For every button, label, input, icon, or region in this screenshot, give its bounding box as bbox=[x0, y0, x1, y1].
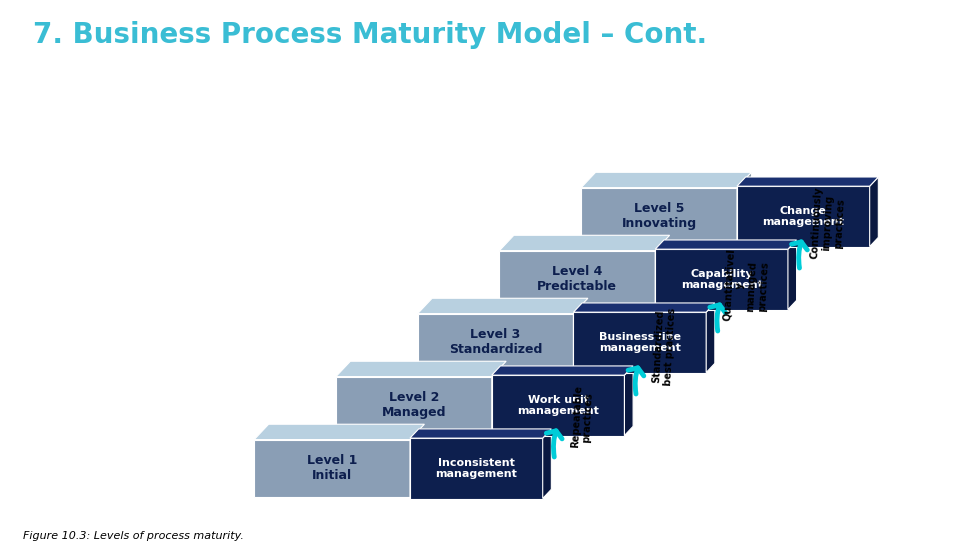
Polygon shape bbox=[410, 424, 424, 497]
Polygon shape bbox=[418, 314, 573, 371]
Polygon shape bbox=[736, 186, 869, 246]
Polygon shape bbox=[491, 361, 506, 434]
Polygon shape bbox=[787, 240, 796, 310]
Polygon shape bbox=[705, 303, 714, 373]
Polygon shape bbox=[654, 240, 796, 249]
Text: 7. Business Process Maturity Model – Cont.: 7. Business Process Maturity Model – Con… bbox=[33, 21, 706, 48]
Text: Work unit
management: Work unit management bbox=[516, 395, 599, 416]
Polygon shape bbox=[491, 375, 624, 435]
Polygon shape bbox=[491, 366, 633, 375]
Polygon shape bbox=[418, 298, 587, 314]
Polygon shape bbox=[410, 429, 550, 438]
Text: Capability
management: Capability management bbox=[680, 269, 762, 290]
Polygon shape bbox=[580, 172, 751, 187]
Text: Business line
management: Business line management bbox=[598, 331, 680, 353]
Text: Continuously
improving
practices: Continuously improving practices bbox=[808, 186, 845, 260]
Polygon shape bbox=[335, 376, 491, 434]
Text: Level 2
Managed: Level 2 Managed bbox=[381, 391, 446, 419]
Polygon shape bbox=[573, 312, 705, 373]
Polygon shape bbox=[624, 366, 633, 435]
Text: Level 1
Initial: Level 1 Initial bbox=[306, 454, 357, 482]
Polygon shape bbox=[410, 438, 542, 499]
Polygon shape bbox=[654, 249, 787, 310]
Polygon shape bbox=[335, 361, 506, 376]
Polygon shape bbox=[573, 303, 714, 312]
Text: Standardized
best practices: Standardized best practices bbox=[651, 306, 676, 386]
Text: Inconsistent
management: Inconsistent management bbox=[435, 458, 516, 479]
Polygon shape bbox=[654, 235, 669, 308]
Text: Figure 10.3: Levels of process maturity.: Figure 10.3: Levels of process maturity. bbox=[23, 531, 244, 541]
Polygon shape bbox=[499, 251, 654, 308]
Polygon shape bbox=[499, 235, 669, 251]
Polygon shape bbox=[254, 424, 424, 440]
Text: Level 3
Standardized: Level 3 Standardized bbox=[449, 329, 542, 356]
Polygon shape bbox=[736, 172, 751, 245]
Polygon shape bbox=[254, 440, 410, 497]
Polygon shape bbox=[736, 177, 877, 186]
Text: Level 5
Innovating: Level 5 Innovating bbox=[621, 202, 696, 230]
Polygon shape bbox=[542, 429, 550, 499]
Polygon shape bbox=[869, 177, 877, 246]
Polygon shape bbox=[573, 298, 587, 371]
Text: Change
management: Change management bbox=[762, 206, 843, 227]
Text: Level 4
Predictable: Level 4 Predictable bbox=[537, 265, 616, 294]
Polygon shape bbox=[580, 187, 736, 245]
Text: Repeatable
practices: Repeatable practices bbox=[569, 385, 594, 449]
Text: Quantitativel
y
managed
practices: Quantitativel y managed practices bbox=[721, 249, 769, 324]
